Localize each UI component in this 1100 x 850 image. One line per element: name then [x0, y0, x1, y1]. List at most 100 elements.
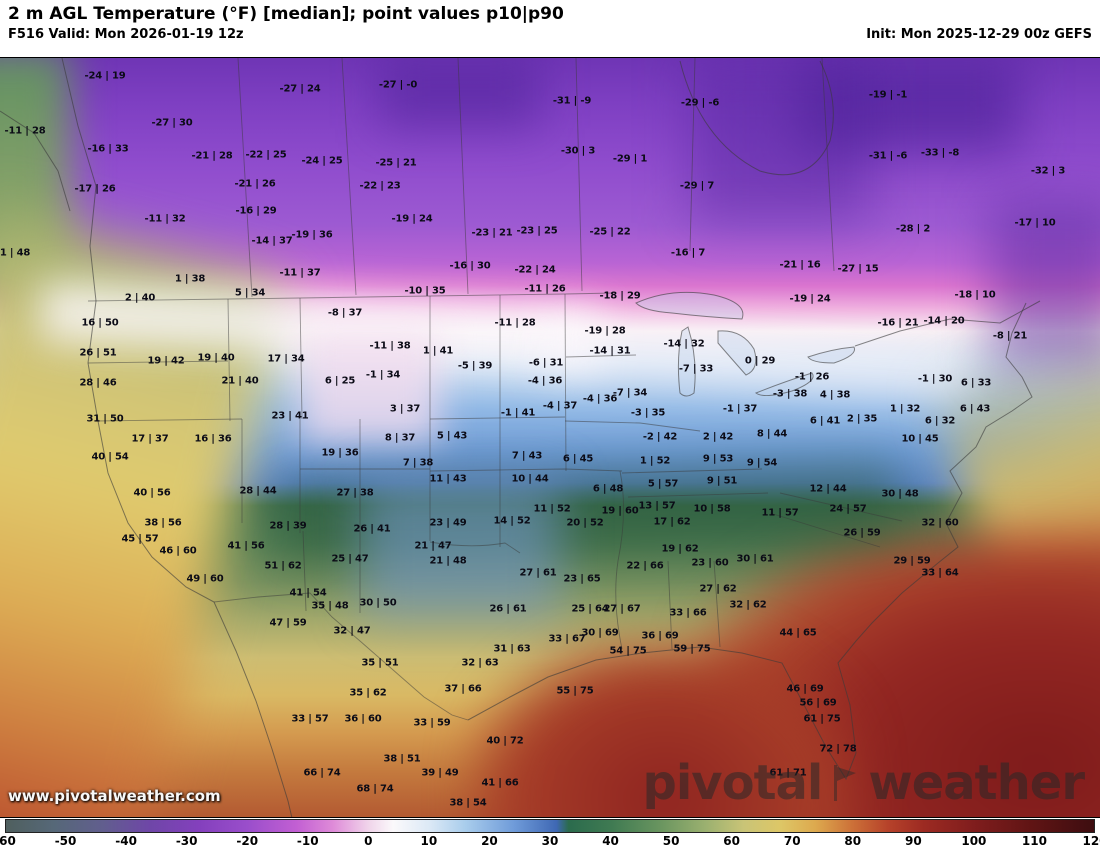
point-value: 0 | 29 — [744, 355, 776, 367]
point-value: 9 | 53 — [702, 453, 734, 465]
colorbar-ticks: -60 -50 -40 -30 -20 -10 0 10 20 30 40 50 60 70 80 90 100… — [0, 834, 1100, 850]
flag-icon — [834, 765, 857, 801]
point-value: -21 | 28 — [191, 150, 233, 162]
colorbar-tick-label: -40 — [115, 834, 137, 848]
point-value: -3 | 35 — [630, 407, 666, 419]
point-value: 30 | 61 — [736, 553, 774, 565]
point-value: 10 | 44 — [511, 473, 549, 485]
point-value: 27 | 62 — [699, 583, 737, 595]
point-value: 19 | 40 — [197, 352, 235, 364]
point-value: 27 | 67 — [603, 603, 641, 615]
point-value: 61 | 75 — [803, 713, 841, 725]
point-value: -29 | -6 — [680, 97, 720, 109]
point-value: 20 | 52 — [566, 517, 604, 529]
point-value: -23 | 21 — [471, 227, 513, 239]
point-value: 8 | 44 — [756, 428, 788, 440]
point-value: -29 | 1 — [612, 153, 648, 165]
point-value: 16 | 36 — [194, 433, 232, 445]
point-value: 35 | 62 — [349, 687, 387, 699]
point-value: 72 | 78 — [819, 743, 857, 755]
point-value: -8 | 21 — [992, 330, 1028, 342]
point-value: 6 | 43 — [959, 403, 991, 415]
point-value: 26 | 41 — [353, 523, 391, 535]
pivotal-weather-logo: pivotal weather — [642, 755, 1085, 811]
point-value: -24 | 19 — [84, 70, 126, 82]
point-value: -16 | 33 — [87, 143, 129, 155]
point-value: 40 | 56 — [133, 487, 171, 499]
point-value: 56 | 69 — [799, 697, 837, 709]
point-value: -6 | 31 — [528, 357, 564, 369]
forecast-valid-label: F516 Valid: Mon 2026-01-19 12z — [8, 27, 244, 42]
colorbar-tick-label: 20 — [481, 834, 498, 848]
point-value: 25 | 47 — [331, 553, 369, 565]
point-value: -1 | 34 — [365, 369, 401, 381]
point-value: 5 | 43 — [436, 430, 468, 442]
point-value: 1 | 32 — [889, 403, 921, 415]
point-value: -11 | 26 — [524, 283, 566, 295]
colorbar-tick-label: 10 — [420, 834, 438, 848]
point-value: 41 | 54 — [289, 587, 327, 599]
point-value: 21 | 47 — [414, 540, 452, 552]
point-value: 23 | 49 — [429, 517, 467, 529]
point-value: 26 | 51 — [79, 347, 117, 359]
point-value: 5 | 57 — [647, 478, 679, 490]
point-value: 33 | 64 — [921, 567, 959, 579]
point-value: 10 | 58 — [693, 503, 731, 515]
point-value: -33 | -8 — [920, 147, 960, 159]
point-value: -25 | 22 — [589, 226, 631, 238]
point-value: 23 | 65 — [563, 573, 601, 585]
map-title: 2 m AGL Temperature (°F) [median]; point… — [8, 4, 564, 24]
point-value: -17 | 10 — [1014, 217, 1056, 229]
point-value: -24 | 25 — [301, 155, 343, 167]
point-value: 2 | 40 — [124, 292, 156, 304]
point-value: 31 | 63 — [493, 643, 531, 655]
point-value: 1 | 41 — [422, 345, 454, 357]
point-value: -28 | 2 — [895, 223, 931, 235]
point-value: 12 | 44 — [809, 483, 847, 495]
map-header: 2 m AGL Temperature (°F) [median]; point… — [0, 0, 1100, 57]
point-value: 46 | 60 — [159, 545, 197, 557]
point-value: 44 | 65 — [779, 627, 817, 639]
point-value: 23 | 41 — [271, 410, 309, 422]
point-value: 9 | 54 — [746, 457, 778, 469]
point-value: 37 | 66 — [444, 683, 482, 695]
point-value: 17 | 34 — [267, 353, 305, 365]
point-value: -11 | 32 — [144, 213, 186, 225]
point-value: 32 | 62 — [729, 599, 767, 611]
point-value: -32 | 3 — [1030, 165, 1066, 177]
logo-word-pivotal: pivotal — [642, 755, 823, 811]
point-value: 54 | 75 — [609, 645, 647, 657]
watermark: www.pivotalweather.com — [8, 787, 221, 805]
point-value: 32 | 60 — [921, 517, 959, 529]
point-value: -31 | -6 — [868, 150, 908, 162]
point-value: -27 | 15 — [837, 263, 879, 275]
point-value: -22 | 23 — [359, 180, 401, 192]
point-value: 27 | 38 — [336, 487, 374, 499]
point-value: 21 | 40 — [221, 375, 259, 387]
colorbar-tick-label: -20 — [236, 834, 259, 848]
point-value: -21 | 16 — [779, 259, 821, 271]
point-value: -22 | 25 — [245, 149, 287, 161]
point-value: -4 | 37 — [542, 400, 578, 412]
colorbar-gradient — [5, 819, 1095, 833]
point-labels: -24 | 19 -27 | 24 -27 | -0 -31 | -9 -29 | -6… — [0, 58, 1100, 817]
logo-word-weather: weather — [868, 755, 1085, 811]
colorbar-tick-label: -30 — [175, 834, 198, 848]
point-value: 35 | 51 — [361, 657, 399, 669]
model-init-label: Init: Mon 2025-12-29 00z GEFS — [866, 27, 1092, 42]
point-value: -11 | 37 — [279, 267, 321, 279]
point-value: 26 | 59 — [843, 527, 881, 539]
point-value: 11 | 57 — [761, 507, 799, 519]
point-value: 4 | 38 — [819, 389, 851, 401]
point-value: 45 | 57 — [121, 533, 159, 545]
point-value: -27 | 24 — [279, 83, 321, 95]
colorbar: -60 -50 -40 -30 -20 -10 0 10 20 30 40 50 60 70 80 90 100… — [0, 818, 1100, 850]
point-value: 7 | 43 — [511, 450, 543, 462]
point-value: 68 | 74 — [356, 783, 394, 795]
point-value: 16 | 50 — [81, 317, 119, 329]
point-value: 40 | 54 — [91, 451, 129, 463]
point-value: -11 | 38 — [369, 340, 411, 352]
point-value: -18 | 10 — [954, 289, 996, 301]
point-value: 10 | 45 — [901, 433, 939, 445]
point-value: 32 | 47 — [333, 625, 371, 637]
